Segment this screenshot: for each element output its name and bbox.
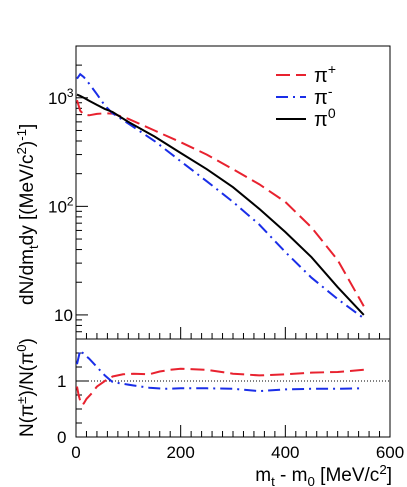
series-line-1 [76, 72, 365, 320]
y-tick-label: 1 [57, 372, 66, 391]
y-axis-label: dN/dmtdy [(MeV/c2)-1] [14, 124, 41, 305]
x-tick-label: 400 [271, 443, 299, 462]
ratio-line-0 [76, 367, 364, 406]
y-tick-label: 103 [48, 86, 74, 108]
x-tick-label: 0 [71, 443, 80, 462]
ratio-line-1 [76, 348, 364, 393]
y-axis-label: N(π±)/N(π0) [14, 338, 38, 437]
series-line-0 [76, 99, 365, 307]
legend-label: π- [314, 83, 333, 109]
top-frame [75, 45, 391, 340]
legend-label: π0 [314, 105, 336, 131]
legend-label: π+ [314, 61, 336, 87]
series-line-2 [76, 93, 365, 316]
x-tick-label: 200 [166, 443, 194, 462]
x-axis-label: mt - m0 [MeV/c2] [255, 462, 392, 487]
y-tick-label: 0 [57, 428, 66, 447]
y-tick-label: 10 [54, 306, 73, 325]
x-tick-label: 600 [376, 443, 404, 462]
y-tick-label: 102 [48, 194, 74, 216]
spectrum-panel: 10 102 103 dN/dmtdy [(MeV/c2)-1] π+π-π0 [14, 45, 391, 340]
